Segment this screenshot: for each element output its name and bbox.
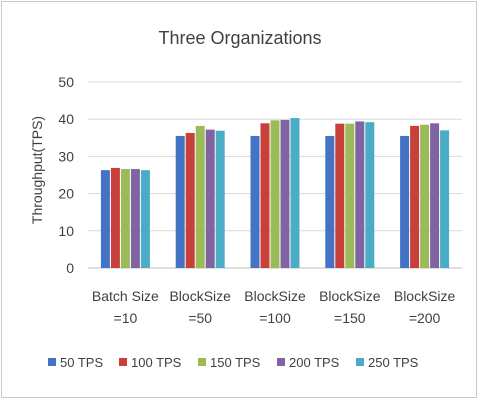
chart-title: Three Organizations	[158, 28, 321, 48]
legend-swatch	[277, 358, 285, 366]
x-tick-label: =50	[188, 310, 212, 326]
legend: 50 TPS 100 TPS 150 TPS 200 TPS 250 TPS	[48, 355, 419, 370]
legend-swatch	[48, 358, 56, 366]
legend-label: 150 TPS	[210, 355, 261, 370]
x-tick-label: Batch Size	[92, 288, 159, 304]
bar	[345, 123, 355, 268]
y-tick-label: 40	[58, 111, 74, 127]
x-tick-labels: Batch Size =10 BlockSize =50 BlockSize =100 Bl…	[92, 288, 456, 326]
legend-label: 50 TPS	[60, 355, 103, 370]
y-axis-label: Throughput(TPS)	[29, 116, 45, 224]
bar	[130, 169, 140, 268]
y-tick-label: 20	[58, 186, 74, 202]
bar	[355, 121, 365, 268]
x-tick-label: BlockSize	[244, 288, 306, 304]
bar	[420, 124, 430, 268]
legend-swatch	[356, 358, 364, 366]
bar	[365, 122, 375, 269]
y-tick-label: 0	[66, 260, 74, 276]
y-tick-label: 10	[58, 223, 74, 239]
bar	[110, 167, 120, 268]
y-tick-labels: 0 10 20 30 40 50	[58, 74, 74, 276]
legend-label: 250 TPS	[368, 355, 419, 370]
bar	[205, 129, 215, 268]
x-tick-label: =10	[114, 310, 138, 326]
legend-label: 100 TPS	[131, 355, 182, 370]
bar	[195, 125, 205, 268]
bar	[175, 135, 185, 268]
x-tick-label: =150	[334, 310, 366, 326]
x-tick-label: BlockSize	[169, 288, 231, 304]
x-tick-label: BlockSize	[319, 288, 381, 304]
bar	[215, 130, 225, 268]
bar	[140, 170, 150, 268]
bar	[185, 132, 195, 268]
bar	[290, 118, 300, 268]
y-tick-label: 30	[58, 148, 74, 164]
bar	[440, 130, 450, 268]
bar-series	[100, 118, 450, 269]
bar	[410, 125, 420, 268]
bar	[430, 123, 440, 269]
bar	[100, 170, 110, 268]
bar	[260, 123, 270, 269]
bar	[120, 169, 130, 268]
bar	[335, 123, 345, 268]
y-tick-label: 50	[58, 74, 74, 90]
legend-swatch	[198, 358, 206, 366]
bar	[250, 135, 260, 268]
bar	[270, 120, 280, 268]
bar	[400, 135, 410, 268]
legend-swatch	[119, 358, 127, 366]
bar	[280, 119, 290, 268]
legend-label: 200 TPS	[289, 355, 340, 370]
x-tick-label: BlockSize	[394, 288, 456, 304]
bar	[325, 135, 335, 268]
x-tick-label: =200	[409, 310, 441, 326]
x-tick-label: =100	[259, 310, 291, 326]
